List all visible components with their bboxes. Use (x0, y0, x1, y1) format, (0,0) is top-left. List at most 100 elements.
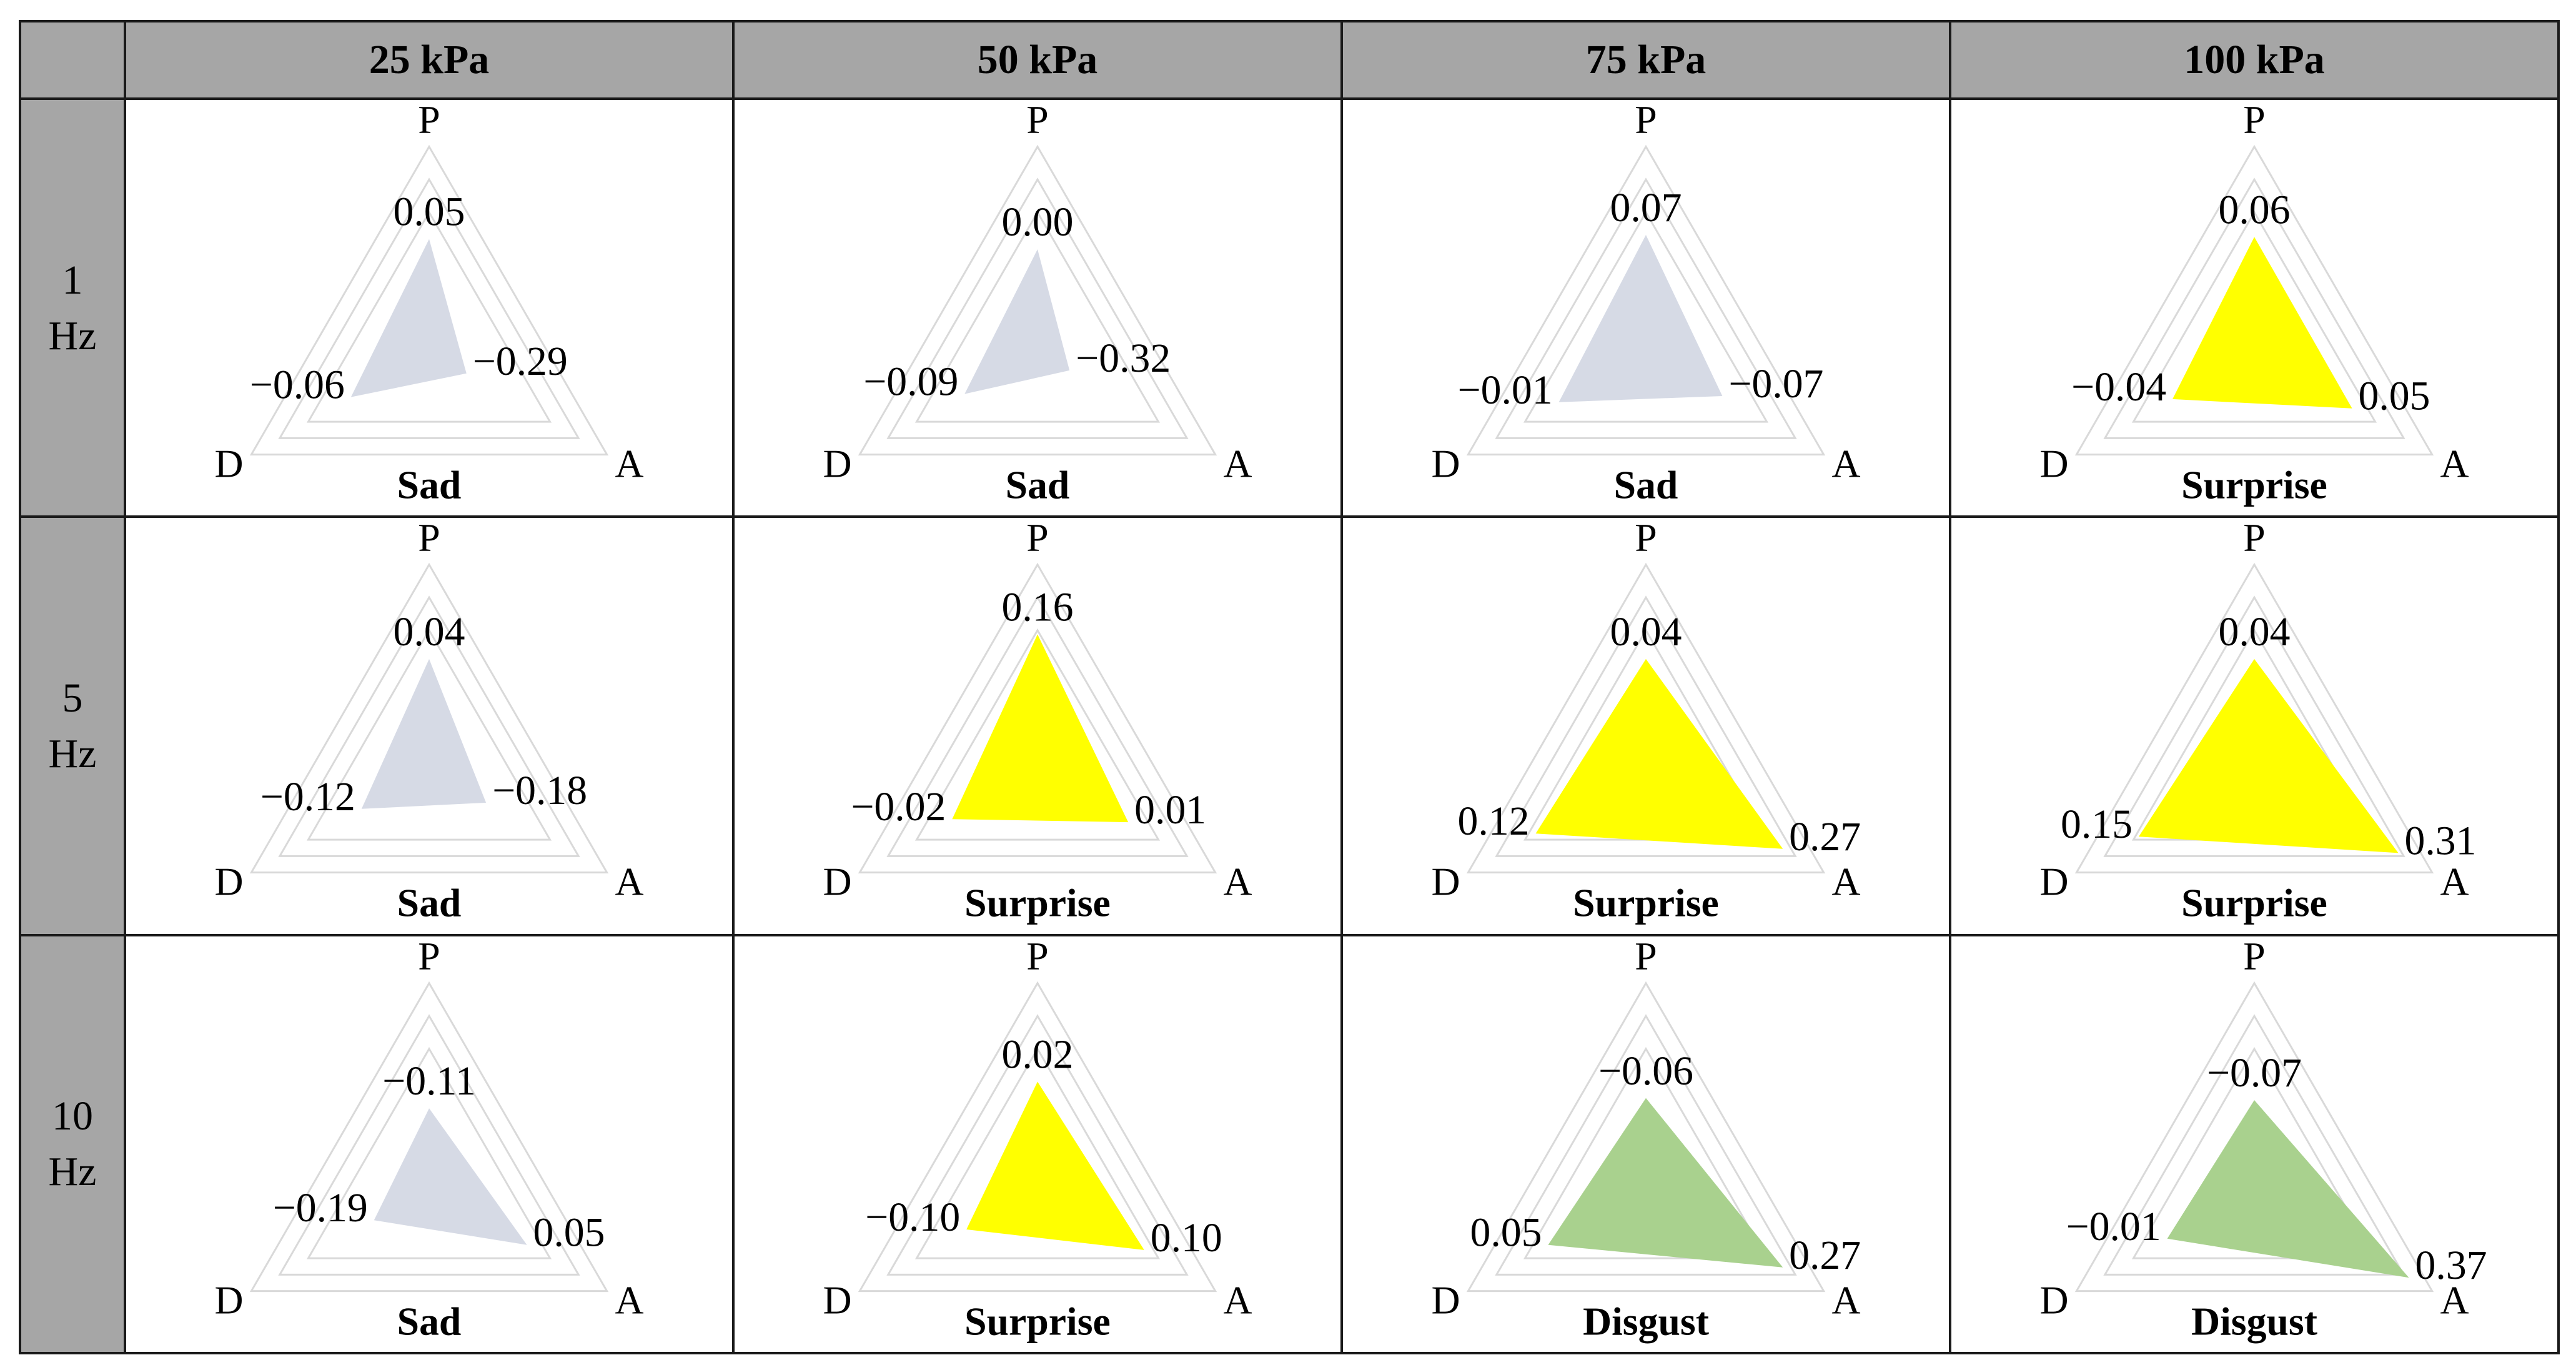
axis-label-p: P (1635, 100, 1657, 142)
value-label-d: −0.06 (250, 362, 345, 408)
grid-ring (249, 562, 609, 874)
data-polygon (966, 1081, 1144, 1250)
column-header-75kpa: 75 kPa (1340, 20, 1951, 100)
row-header-unit: Hz (48, 312, 97, 359)
value-label-a: 0.05 (2359, 374, 2430, 419)
axis-label-a: A (1223, 442, 1252, 486)
grid-ring (249, 144, 609, 456)
radar-cell: P A D 0.16 0.01 −0.02 Surprise (732, 515, 1343, 936)
grid-ring (914, 1046, 1161, 1259)
radar-cell: P A D 0.05 −0.29 −0.06 Sad (124, 97, 735, 519)
value-label-d: −0.04 (2071, 364, 2166, 410)
radar-cell: P A D −0.11 0.05 −0.19 Sad (124, 933, 735, 1354)
radar-cell: P A D 0.04 0.27 0.12 Surprise (1340, 515, 1951, 936)
radar-cell: P A D −0.06 0.27 0.05 Disgust (1340, 933, 1951, 1354)
grid-ring (278, 1013, 580, 1276)
column-header-25kpa: 25 kPa (124, 20, 735, 100)
emotion-label: Disgust (1583, 1299, 1709, 1343)
emotion-label: Sad (397, 1299, 462, 1343)
grid-ring (1466, 562, 1826, 874)
axis-label-d: D (215, 860, 244, 904)
emotion-label: Sad (397, 881, 462, 925)
radar-chart: P A D 0.07 −0.07 −0.01 Sad (1432, 100, 1861, 507)
radar-cell: P A D 0.04 0.31 0.15 Surprise (1949, 515, 2560, 936)
data-polygon (952, 634, 1129, 823)
axis-label-a: A (1831, 860, 1860, 904)
grid-ring (2103, 1013, 2405, 1276)
axis-label-d: D (1432, 442, 1460, 486)
axis-label-a: A (1831, 442, 1860, 486)
axis-label-d: D (1432, 860, 1460, 904)
value-label-d: −0.19 (273, 1185, 368, 1231)
value-label-a: 0.05 (533, 1209, 605, 1255)
emotion-label: Sad (1006, 462, 1070, 507)
radar-chart: P A D −0.07 0.37 −0.01 Disgust (2040, 936, 2487, 1343)
grid-ring (886, 595, 1189, 858)
pad-emotion-grid: 25 kPa 50 kPa 75 kPa 100 kPa 1 Hz P A D 0.05… (19, 20, 2560, 1354)
radar-chart: P A D 0.05 −0.29 −0.06 Sad (215, 100, 644, 507)
value-label-d: 0.12 (1458, 798, 1530, 844)
value-label-d: −0.01 (2066, 1203, 2161, 1249)
radar-chart: P A D 0.02 0.10 −0.10 Surprise (823, 936, 1252, 1343)
grid-ring (306, 210, 552, 423)
grid-ring (2103, 177, 2405, 439)
corner-cell (19, 20, 126, 100)
value-label-p: 0.02 (1001, 1031, 1073, 1077)
value-label-p: −0.07 (2207, 1050, 2302, 1096)
value-label-a: −0.29 (473, 339, 568, 384)
value-label-a: −0.07 (1728, 361, 1823, 407)
grid-ring (858, 562, 1217, 874)
axis-label-a: A (2440, 860, 2469, 904)
axis-label-p: P (418, 100, 440, 142)
axis-label-a: A (1223, 1278, 1252, 1322)
column-header-100kpa: 100 kPa (1949, 20, 2560, 100)
value-label-d: −0.10 (865, 1194, 960, 1240)
value-label-a: 0.01 (1134, 787, 1206, 833)
axis-label-a: A (1223, 860, 1252, 904)
grid-ring (1466, 981, 1826, 1292)
value-label-p: 0.06 (2218, 187, 2290, 232)
grid-ring (2131, 210, 2377, 423)
radar-chart: P A D 0.04 0.27 0.12 Surprise (1432, 518, 1861, 925)
axis-label-p: P (418, 936, 440, 978)
radar-cell: P A D 0.00 −0.32 −0.09 Sad (732, 97, 1343, 519)
grid-ring (1495, 1013, 1797, 1276)
data-polygon (2167, 1099, 2409, 1278)
axis-label-d: D (823, 442, 852, 486)
value-label-a: 0.37 (2415, 1243, 2487, 1288)
axis-label-d: D (215, 1278, 244, 1322)
grid-ring (1495, 177, 1797, 439)
grid-ring (914, 628, 1161, 841)
emotion-label: Surprise (964, 1299, 1111, 1343)
value-label-p: 0.07 (1610, 185, 1682, 231)
axis-label-p: P (1026, 936, 1048, 978)
grid-ring (278, 177, 580, 439)
axis-label-d: D (823, 860, 852, 904)
emotion-label: Surprise (964, 881, 1111, 925)
row-header-unit: Hz (48, 730, 97, 777)
data-polygon (964, 249, 1070, 394)
value-label-d: 0.15 (2061, 802, 2133, 847)
grid-ring (2131, 1046, 2377, 1259)
grid-ring (278, 595, 580, 858)
radar-chart: P A D 0.06 0.05 −0.04 Surprise (2040, 100, 2469, 507)
row-header-10hz: 10 Hz (19, 933, 126, 1354)
axis-label-d: D (2040, 1278, 2069, 1322)
radar-chart: P A D 0.16 0.01 −0.02 Surprise (823, 518, 1252, 925)
grid-ring (249, 981, 609, 1292)
emotion-label: Surprise (2181, 462, 2327, 507)
radar-cell: P A D 0.02 0.10 −0.10 Surprise (732, 933, 1343, 1354)
grid-ring (2103, 595, 2405, 858)
axis-label-a: A (2440, 1278, 2469, 1322)
value-label-d: −0.12 (260, 774, 355, 820)
value-label-a: 0.27 (1789, 1232, 1861, 1278)
grid-ring (1495, 595, 1797, 858)
value-label-a: 0.31 (2405, 818, 2477, 864)
axis-label-d: D (215, 442, 244, 486)
value-label-p: 0.04 (2218, 609, 2290, 655)
value-label-d: 0.05 (1470, 1209, 1542, 1255)
radar-cell: P A D 0.06 0.05 −0.04 Surprise (1949, 97, 2560, 519)
grid-ring (2074, 144, 2434, 456)
row-header-1hz: 1 Hz (19, 97, 126, 519)
radar-cell: P A D 0.07 −0.07 −0.01 Sad (1340, 97, 1951, 519)
